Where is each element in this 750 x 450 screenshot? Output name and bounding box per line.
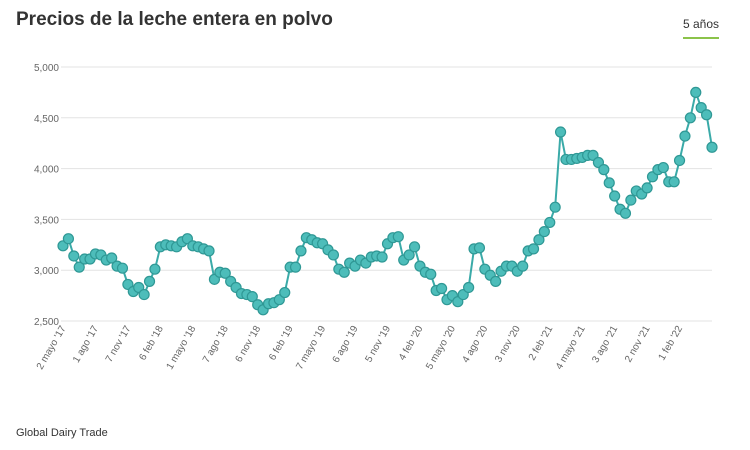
data-point <box>327 249 340 261</box>
x-tick-label: 6 nov '18 <box>234 324 264 365</box>
data-point <box>392 231 404 243</box>
data-point <box>73 261 85 273</box>
data-point <box>544 216 556 229</box>
x-tick-label: 4 ago '20 <box>460 324 490 365</box>
data-point <box>62 233 75 245</box>
data-point <box>625 194 637 206</box>
x-tick-label: 3 ago '21 <box>590 324 620 365</box>
data-point <box>149 263 161 275</box>
data-point <box>68 250 80 262</box>
chart-title: Precios de la leche entera en polvo <box>16 9 333 30</box>
x-tick-label: 5 nov '19 <box>363 324 393 365</box>
data-point <box>376 251 388 263</box>
data-point <box>203 245 215 257</box>
data-point <box>673 154 686 167</box>
data-point <box>657 161 669 174</box>
x-tick-label: 2 feb '21 <box>527 324 556 363</box>
source-label: Global Dairy Trade <box>16 427 108 439</box>
data-point <box>706 141 718 153</box>
x-tick-label: 7 nov '17 <box>104 324 134 365</box>
data-point <box>533 234 545 246</box>
data-point <box>700 109 713 121</box>
data-point <box>408 241 421 253</box>
x-tick-label: 2 nov '21 <box>623 324 653 365</box>
x-tick-label: 3 nov '20 <box>493 324 523 365</box>
data-point <box>116 262 129 274</box>
data-point <box>517 260 529 272</box>
y-tick-label: 3,500 <box>34 215 59 226</box>
y-tick-label: 3,000 <box>34 266 59 277</box>
x-tick-label: 7 ago '18 <box>201 324 231 365</box>
line-chart: 2,500 3,000 3,500 4,000 4,500 5,000 2 mayo '17… <box>34 63 718 372</box>
data-point <box>435 282 448 295</box>
x-tick-label: 1 ago '17 <box>71 324 101 365</box>
y-tick-label: 4,500 <box>34 114 59 125</box>
data-point <box>538 225 550 238</box>
data-point <box>219 267 231 279</box>
x-tick-label: 5 mayo '20 <box>424 324 458 372</box>
data-point <box>289 261 302 273</box>
data-point <box>690 86 702 99</box>
data-point <box>490 275 502 287</box>
data-point <box>138 288 150 301</box>
data-point <box>619 207 632 219</box>
x-tick-label: 4 feb '20 <box>397 324 426 363</box>
data-point <box>684 112 696 124</box>
y-tick-label: 2,500 <box>34 317 59 328</box>
y-tick-label: 5,000 <box>34 63 59 74</box>
data-point <box>609 190 621 202</box>
data-point <box>295 245 307 257</box>
x-tick-label: 6 feb '19 <box>267 324 296 363</box>
data-point <box>549 201 561 213</box>
data-point <box>679 130 691 142</box>
data-point <box>279 286 291 299</box>
x-tick-label: 2 mayo '17 <box>35 324 69 372</box>
x-tick-label: 1 mayo '18 <box>165 324 199 372</box>
data-point <box>403 249 415 261</box>
data-point <box>473 242 486 254</box>
data-point <box>106 252 118 264</box>
data-point <box>425 268 437 280</box>
x-tick-label: 6 ago '19 <box>331 324 361 365</box>
y-tick-label: 4,000 <box>34 165 59 176</box>
range-tab-5-years[interactable]: 5 años <box>683 17 720 39</box>
data-point <box>527 243 540 255</box>
data-point <box>598 164 610 176</box>
x-tick-label: 6 feb '18 <box>137 324 166 363</box>
x-tick-label: 1 feb '22 <box>657 324 686 363</box>
x-tick-label: 4 mayo '21 <box>554 324 588 372</box>
data-point <box>554 126 567 138</box>
x-tick-label: 7 mayo '19 <box>294 324 328 372</box>
data-point <box>338 266 350 278</box>
data-point <box>603 177 615 189</box>
data-point <box>463 281 475 294</box>
data-point <box>641 182 653 194</box>
data-point <box>143 275 156 287</box>
data-point <box>246 291 258 303</box>
data-point <box>668 176 680 188</box>
